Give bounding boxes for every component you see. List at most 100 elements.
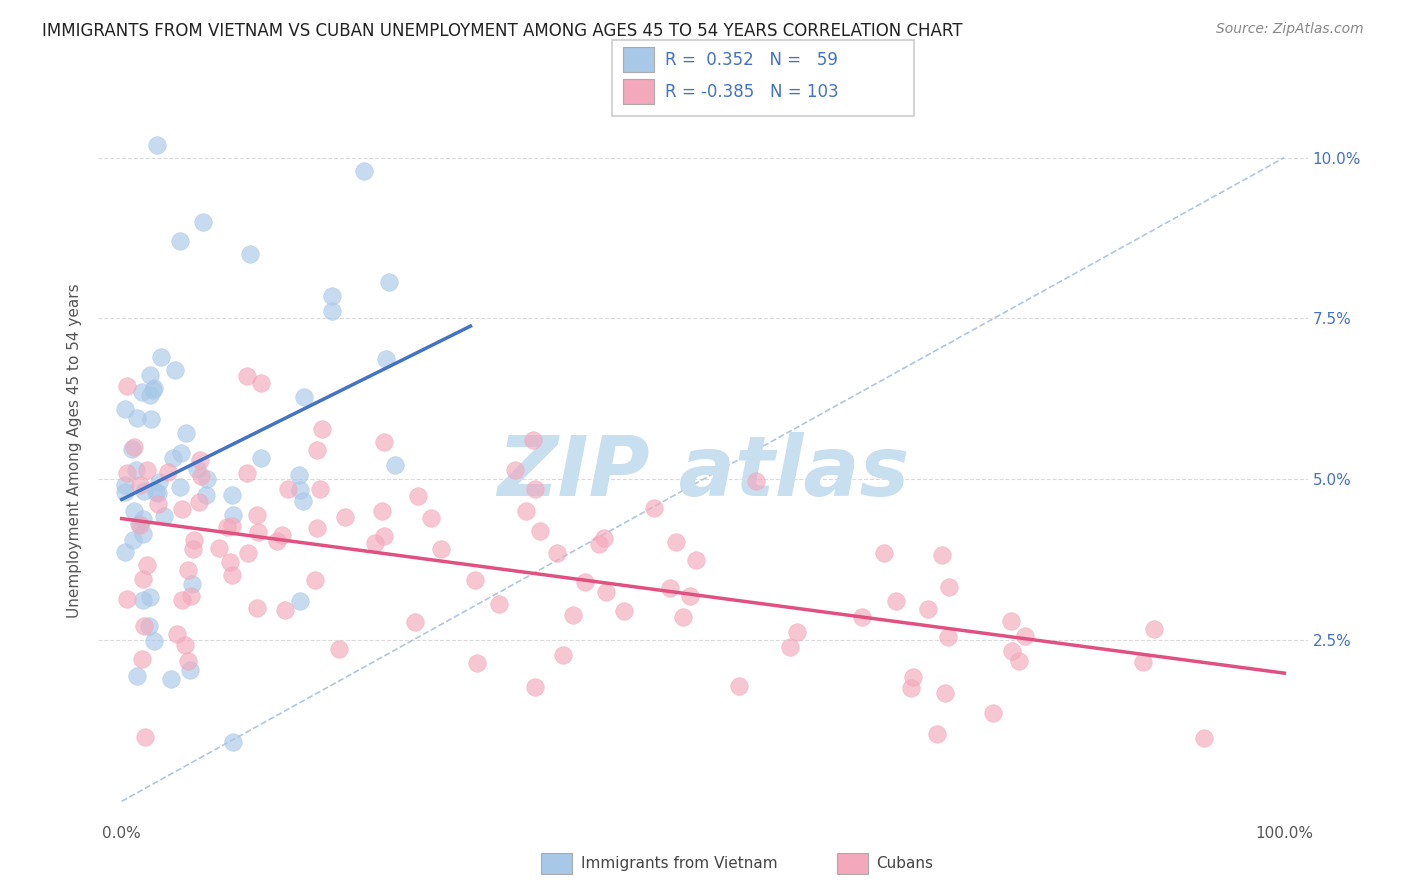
- Point: [900, 681, 922, 695]
- Text: Immigrants from Vietnam: Immigrants from Vietnam: [581, 856, 778, 871]
- Point: [1000, 614, 1022, 628]
- Point: [464, 573, 486, 587]
- Point: [114, 401, 136, 416]
- Point: [134, 730, 156, 744]
- Point: [160, 672, 183, 686]
- Point: [170, 592, 193, 607]
- Point: [132, 526, 155, 541]
- Point: [121, 442, 143, 457]
- Point: [305, 521, 328, 535]
- Point: [195, 488, 218, 502]
- Point: [174, 425, 197, 440]
- Point: [375, 352, 398, 367]
- Point: [169, 234, 191, 248]
- Point: [125, 463, 148, 477]
- Point: [143, 381, 166, 395]
- Point: [515, 504, 537, 518]
- Point: [131, 384, 153, 399]
- Text: IMMIGRANTS FROM VIETNAM VS CUBAN UNEMPLOYMENT AMONG AGES 45 TO 54 YEARS CORRELAT: IMMIGRANTS FROM VIETNAM VS CUBAN UNEMPLO…: [42, 22, 963, 40]
- Point: [190, 468, 212, 483]
- Point: [208, 541, 231, 555]
- Point: [117, 591, 139, 606]
- Point: [406, 490, 429, 504]
- Point: [522, 433, 544, 447]
- Point: [311, 422, 333, 436]
- Point: [925, 727, 948, 741]
- Point: [188, 453, 211, 467]
- Point: [163, 362, 186, 376]
- Point: [786, 625, 808, 640]
- Point: [114, 545, 136, 559]
- Point: [307, 443, 329, 458]
- Point: [595, 584, 617, 599]
- Point: [679, 589, 702, 603]
- Point: [222, 734, 245, 748]
- Point: [131, 651, 153, 665]
- Point: [177, 654, 200, 668]
- Text: Source: ZipAtlas.com: Source: ZipAtlas.com: [1216, 22, 1364, 37]
- Point: [180, 589, 202, 603]
- Point: [222, 508, 245, 523]
- Point: [429, 542, 451, 557]
- Point: [236, 368, 259, 383]
- Point: [245, 508, 267, 523]
- Point: [685, 552, 707, 566]
- Point: [884, 594, 907, 608]
- Point: [153, 508, 176, 523]
- Point: [562, 608, 585, 623]
- Point: [236, 546, 259, 560]
- Point: [170, 446, 193, 460]
- Point: [188, 495, 211, 509]
- Point: [183, 542, 205, 557]
- Point: [139, 368, 162, 383]
- Text: Cubans: Cubans: [876, 856, 934, 871]
- Point: [122, 504, 145, 518]
- Point: [779, 640, 801, 655]
- Point: [1014, 629, 1036, 643]
- Point: [250, 376, 273, 390]
- Point: [1132, 655, 1154, 669]
- Point: [1008, 654, 1031, 668]
- Point: [274, 603, 297, 617]
- Point: [127, 410, 149, 425]
- Point: [659, 581, 682, 595]
- Y-axis label: Unemployment Among Ages 45 to 54 years: Unemployment Among Ages 45 to 54 years: [67, 283, 83, 618]
- Point: [132, 484, 155, 499]
- Point: [934, 686, 956, 700]
- Point: [373, 529, 395, 543]
- Text: ZIP atlas: ZIP atlas: [496, 432, 910, 513]
- Point: [142, 633, 165, 648]
- Point: [321, 289, 343, 303]
- Point: [288, 468, 311, 483]
- Point: [219, 555, 242, 569]
- Point: [236, 466, 259, 480]
- Point: [304, 574, 326, 588]
- Point: [135, 558, 157, 573]
- Point: [851, 610, 873, 624]
- Point: [247, 525, 270, 540]
- Point: [288, 593, 311, 607]
- Point: [177, 563, 200, 577]
- Point: [250, 450, 273, 465]
- Point: [546, 546, 568, 560]
- Point: [333, 510, 356, 524]
- Point: [157, 465, 180, 479]
- Point: [931, 548, 953, 562]
- Point: [128, 517, 150, 532]
- Point: [328, 641, 350, 656]
- Point: [353, 163, 375, 178]
- Point: [132, 593, 155, 607]
- Point: [145, 137, 167, 152]
- Point: [183, 533, 205, 548]
- Point: [138, 388, 160, 402]
- Point: [148, 475, 170, 489]
- Point: [221, 568, 243, 582]
- Point: [239, 247, 262, 261]
- Point: [128, 518, 150, 533]
- Point: [150, 350, 173, 364]
- Point: [938, 631, 960, 645]
- Point: [221, 518, 243, 533]
- Point: [191, 215, 214, 229]
- Point: [136, 463, 159, 477]
- Point: [1143, 622, 1166, 636]
